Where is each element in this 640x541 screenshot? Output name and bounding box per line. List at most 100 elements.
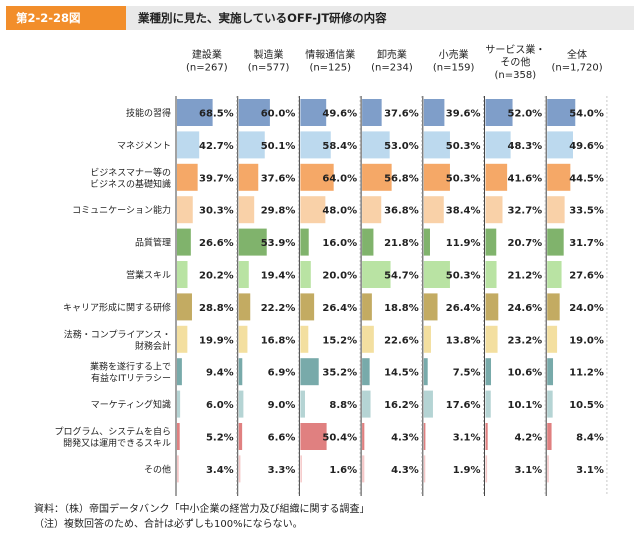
bar	[238, 131, 265, 159]
value-label: 20.0%	[322, 271, 357, 282]
value-label: 6.9%	[268, 368, 296, 379]
bar	[423, 293, 438, 321]
bar	[547, 358, 554, 386]
bar	[423, 99, 445, 126]
bar	[177, 261, 188, 288]
bar	[300, 261, 311, 288]
value-label: 36.8%	[384, 206, 419, 217]
value-label: 37.6%	[384, 109, 419, 120]
bar	[485, 325, 498, 353]
bar	[485, 131, 511, 159]
figure-header: 第2-2-28図 業種別に見た、実施しているOFF-JT研修の内容	[6, 6, 634, 30]
bar	[177, 293, 192, 321]
bar	[547, 423, 552, 450]
value-label: 16.2%	[384, 400, 419, 411]
value-label: 48.0%	[322, 206, 357, 217]
value-label: 8.4%	[576, 433, 604, 444]
value-label: 10.1%	[507, 400, 542, 411]
bar	[362, 293, 372, 321]
value-label: 41.6%	[507, 173, 542, 184]
bar	[547, 228, 564, 256]
bar	[423, 131, 450, 159]
value-label: 1.6%	[329, 465, 357, 476]
bar	[547, 293, 560, 321]
value-label: 3.4%	[206, 465, 234, 476]
bar	[547, 131, 573, 159]
value-label: 16.0%	[322, 238, 357, 249]
value-label: 38.4%	[446, 206, 481, 217]
bar	[547, 99, 576, 126]
value-label: 19.4%	[261, 271, 296, 282]
value-label: 3.3%	[268, 465, 296, 476]
value-label: 19.9%	[199, 335, 234, 346]
bar	[300, 423, 327, 450]
value-label: 50.3%	[446, 271, 481, 282]
category-label: その他	[144, 463, 171, 475]
column-header: 建設業(n=267)	[186, 48, 228, 74]
value-label: 3.1%	[453, 433, 481, 444]
value-label: 37.6%	[261, 173, 296, 184]
figure-label: 第2-2-28図	[6, 6, 126, 30]
value-label: 44.5%	[569, 173, 604, 184]
bar	[177, 163, 198, 191]
column-header: 全体(n=1,720)	[551, 48, 602, 74]
value-label: 50.3%	[446, 173, 481, 184]
bar	[423, 358, 428, 386]
bar	[423, 196, 444, 224]
value-label: 50.1%	[261, 141, 296, 152]
value-label: 9.4%	[206, 368, 234, 379]
value-label: 11.9%	[446, 238, 481, 249]
value-label: 33.5%	[569, 206, 604, 217]
category-label: 業務を遂行する上で有益なITリテラシー	[90, 361, 171, 385]
value-label: 6.0%	[206, 400, 234, 411]
value-label: 53.0%	[384, 141, 419, 152]
value-label: 7.5%	[453, 368, 481, 379]
bar	[177, 99, 213, 126]
category-label: 品質管理	[135, 237, 171, 249]
bar	[423, 423, 426, 450]
value-label: 32.7%	[507, 206, 542, 217]
bar	[423, 455, 426, 483]
column-header: 製造業(n=577)	[248, 48, 290, 74]
bar	[362, 390, 371, 418]
bar	[177, 358, 182, 386]
bar	[238, 325, 248, 353]
value-label: 8.8%	[329, 400, 357, 411]
bar	[177, 196, 193, 224]
bar	[485, 99, 513, 126]
bar	[238, 358, 243, 386]
value-label: 24.0%	[569, 303, 604, 314]
value-label: 35.2%	[322, 368, 357, 379]
value-label: 1.9%	[453, 465, 481, 476]
value-label: 52.0%	[507, 109, 542, 120]
category-label: ビジネスマナー等のビジネスの基礎知識	[90, 166, 171, 190]
value-label: 4.2%	[514, 433, 542, 444]
value-label: 48.3%	[507, 141, 542, 152]
bar	[238, 99, 270, 126]
bar	[300, 293, 315, 321]
bar	[238, 390, 244, 418]
bar	[547, 163, 571, 191]
bar	[485, 455, 488, 483]
bar	[177, 228, 191, 256]
bar	[238, 293, 251, 321]
value-label: 18.8%	[384, 303, 419, 314]
bar	[485, 196, 503, 224]
bar	[362, 196, 382, 224]
notes: 資料：（株）帝国データバンク「中小企業の経営力及び組織に関する調査」 （注）複数…	[34, 502, 370, 532]
value-label: 14.5%	[384, 368, 419, 379]
value-label: 16.8%	[261, 335, 296, 346]
bar	[300, 390, 305, 418]
bar	[423, 261, 450, 288]
value-label: 54.7%	[384, 271, 419, 282]
value-label: 10.6%	[507, 368, 542, 379]
value-label: 21.2%	[507, 271, 542, 282]
category-label: 技能の習得	[126, 107, 171, 119]
value-label: 24.6%	[507, 303, 542, 314]
value-label: 15.2%	[322, 335, 357, 346]
bar	[177, 131, 200, 159]
bar	[300, 228, 309, 256]
bar	[485, 293, 499, 321]
value-label: 5.2%	[206, 433, 234, 444]
value-label: 64.0%	[322, 173, 357, 184]
